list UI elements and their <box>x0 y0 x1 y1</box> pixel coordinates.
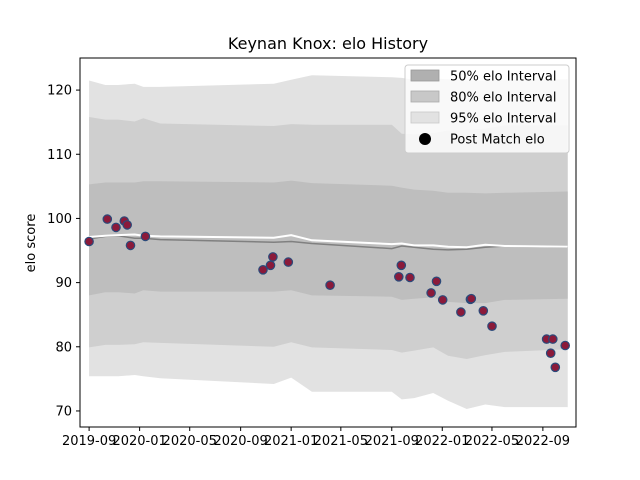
legend-swatch-50 <box>410 69 440 82</box>
data-point <box>466 293 477 304</box>
legend-label-80: 80% elo Interval <box>450 91 557 106</box>
data-point <box>437 295 448 305</box>
data-point <box>550 362 561 373</box>
y-tick-label: 120 <box>47 84 72 99</box>
data-point <box>393 271 404 282</box>
x-axis-ticks: 2019-092020-012020-052020-092021-012021-… <box>62 427 570 449</box>
data-point <box>396 260 407 271</box>
data-point <box>283 257 294 267</box>
data-point <box>84 236 94 247</box>
data-point <box>545 348 556 358</box>
x-tick-label: 2020-01 <box>112 434 166 449</box>
y-tick-label: 90 <box>55 276 72 291</box>
chart-title: Keynan Knox: elo History <box>228 34 428 53</box>
x-tick-label: 2022-01 <box>415 434 469 449</box>
mean-line <box>89 233 568 249</box>
legend-box <box>404 64 570 154</box>
post-match-points <box>84 214 570 373</box>
data-point <box>258 264 268 275</box>
data-point <box>426 288 436 298</box>
data-point <box>268 252 278 262</box>
x-tick-label: 2022-09 <box>516 434 570 449</box>
median-line <box>88 235 568 251</box>
legend: 50% elo Interval 80% elo Interval 95% el… <box>404 64 570 154</box>
data-point <box>111 222 121 233</box>
data-point <box>140 231 151 242</box>
data-point <box>265 260 276 271</box>
legend-marker-point <box>419 133 431 145</box>
legend-swatch-80 <box>410 90 440 103</box>
data-point <box>405 272 415 283</box>
x-tick-label: 2021-01 <box>264 434 318 449</box>
y-tick-label: 100 <box>47 212 72 227</box>
x-tick-label: 2019-09 <box>62 434 116 449</box>
interval-bands <box>89 75 568 410</box>
x-tick-label: 2021-09 <box>365 434 419 449</box>
data-point <box>560 340 570 351</box>
y-axis-label: elo score <box>24 214 39 273</box>
y-tick-label: 70 <box>55 404 72 419</box>
data-point <box>456 307 466 317</box>
data-point <box>325 280 335 290</box>
x-tick-label: 2022-05 <box>465 434 519 449</box>
data-point <box>478 305 489 316</box>
plot-area-frame <box>79 57 577 428</box>
elo-lines <box>88 233 568 251</box>
data-point <box>487 321 497 331</box>
data-point <box>125 240 136 251</box>
data-point <box>102 214 113 224</box>
legend-swatch-95 <box>410 111 440 124</box>
x-tick-label: 2021-05 <box>314 434 368 449</box>
y-tick-label: 110 <box>47 148 72 163</box>
x-tick-label: 2020-09 <box>213 434 267 449</box>
y-tick-label: 80 <box>55 340 72 355</box>
legend-label-95: 95% elo Interval <box>450 112 557 127</box>
y-axis-ticks: 70 80 90 100 110 120 <box>47 84 80 419</box>
legend-label-point: Post Match elo <box>450 133 545 148</box>
x-tick-label: 2020-05 <box>163 434 217 449</box>
data-point <box>122 220 132 230</box>
data-point <box>547 334 558 344</box>
legend-label-50: 50% elo Interval <box>450 70 557 85</box>
data-point <box>431 276 442 287</box>
